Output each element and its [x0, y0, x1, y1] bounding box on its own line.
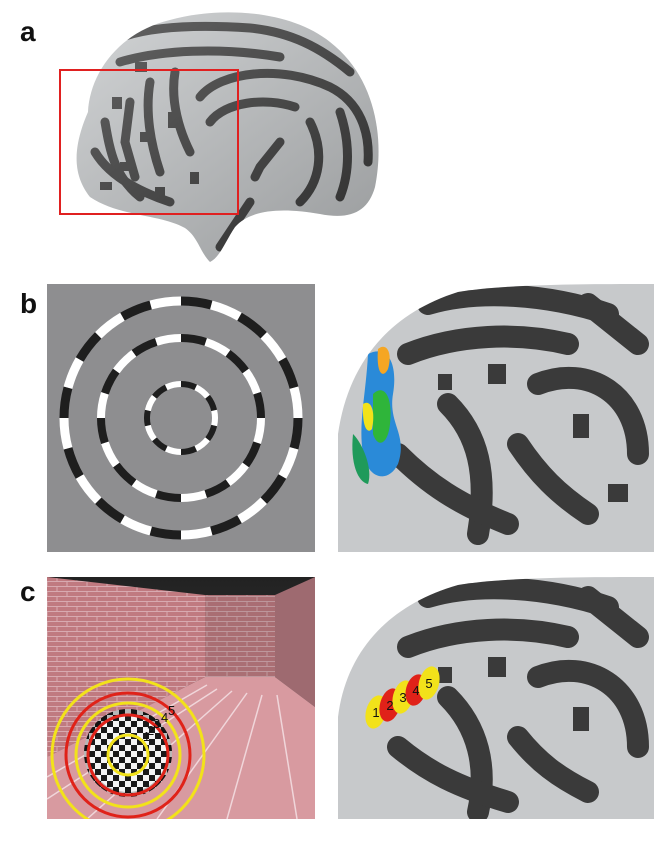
roi-map: 1 2 3 4 5 [338, 577, 654, 819]
ring-segment [149, 526, 182, 540]
ring-number-3: 3 [153, 716, 160, 731]
ring-segment [120, 300, 152, 321]
ring-segment [180, 445, 198, 455]
ring-segment [144, 424, 157, 442]
ring-segment [152, 437, 168, 452]
ring-segment [211, 409, 218, 427]
inflated-brain-figure [59, 12, 379, 263]
ring-segment [131, 338, 158, 357]
ring-segment [59, 386, 73, 419]
ring-segment [155, 490, 182, 502]
ring-segment [225, 350, 249, 374]
ring-segment [101, 441, 120, 468]
ring-segment [95, 312, 125, 339]
activation-clusters [352, 346, 401, 484]
ring-segment [237, 497, 267, 524]
ring-segment [131, 479, 158, 498]
ring-segment [164, 445, 182, 455]
roi-number-2: 2 [386, 698, 393, 713]
ring-segment [260, 332, 287, 362]
ring-segment [278, 447, 299, 479]
ring-segment [155, 334, 182, 346]
ring-2 [86, 713, 170, 797]
ring-segment [204, 479, 231, 498]
ring-segment [59, 417, 73, 450]
ring-segment [242, 441, 261, 468]
ring-segment [205, 394, 218, 412]
ring-segment [180, 296, 213, 310]
region-highlight-box [59, 69, 239, 215]
roi-number-5: 5 [425, 676, 432, 691]
ring-segment [194, 437, 210, 452]
ring-segment [149, 296, 182, 310]
ring-segment [204, 338, 231, 357]
ring-segment [63, 357, 84, 389]
ring-segment [101, 368, 120, 395]
ring-segment [180, 381, 198, 391]
activation-map [338, 284, 654, 552]
ring-segment [97, 392, 109, 419]
ring-segment [113, 350, 137, 374]
ring-segment [63, 447, 84, 479]
ring-number-2: 2 [147, 723, 154, 738]
ring-segment [180, 334, 207, 346]
ring-3 [74, 701, 182, 809]
ring-segment [97, 417, 109, 444]
panel-label-a: a [20, 16, 36, 47]
ring-1 [106, 733, 150, 777]
ring-segment [75, 332, 102, 362]
ring-segment [242, 368, 261, 395]
ring-segment [278, 357, 299, 389]
ring-segment [75, 474, 102, 504]
roi-number-4: 4 [412, 683, 419, 698]
ring-segment [164, 381, 182, 391]
ring-segment [225, 462, 249, 486]
ring-4 [64, 691, 192, 819]
ring-segment [289, 386, 303, 419]
ring-segment [210, 515, 242, 536]
ring-segment [253, 417, 265, 444]
panel-label-b: b [20, 288, 38, 319]
ring-number-1: 1 [143, 729, 150, 744]
ring-segment [120, 515, 152, 536]
ring-segment [95, 497, 125, 524]
ring-stimulus [47, 284, 315, 552]
roi-number-3: 3 [399, 690, 406, 705]
ring-segment [144, 394, 157, 412]
ring-segment [210, 300, 242, 321]
ring-number-4: 4 [161, 710, 168, 725]
ring-segment [113, 462, 137, 486]
ring-segment [253, 392, 265, 419]
ring-segment [260, 474, 287, 504]
roi-group [365, 666, 440, 729]
panel-label-c: c [20, 576, 36, 607]
ring-segment [205, 424, 218, 442]
corridor-stimulus: 1 2 3 4 5 [47, 577, 315, 819]
ring-segment [289, 417, 303, 450]
ring-segment [237, 312, 267, 339]
ring-segment [152, 384, 168, 399]
ring-5 [50, 677, 206, 819]
ring-segment [180, 526, 213, 540]
ring-segment [194, 384, 210, 399]
roi-number-1: 1 [372, 705, 379, 720]
ring-segment [180, 490, 207, 502]
ring-number-5: 5 [168, 703, 175, 718]
ring-segment [144, 409, 151, 427]
